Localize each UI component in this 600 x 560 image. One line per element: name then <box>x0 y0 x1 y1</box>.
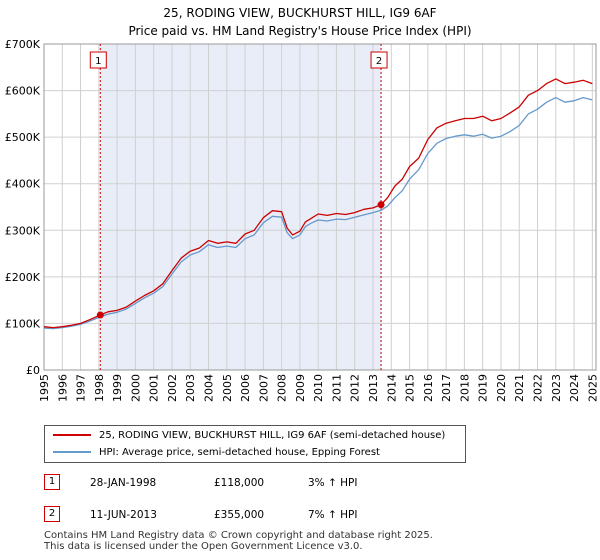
footer: Contains HM Land Registry data © Crown c… <box>44 530 433 552</box>
x-tick-label: 2000 <box>129 374 142 402</box>
chart-subtitle: Price paid vs. HM Land Registry's House … <box>128 24 472 38</box>
sale-price: £355,000 <box>214 509 265 521</box>
footer-line-2: This data is licensed under the Open Gov… <box>44 541 363 552</box>
x-tick-label: 2005 <box>221 374 234 402</box>
x-tick-label: 2022 <box>532 374 545 402</box>
y-tick-label: £200K <box>5 271 41 284</box>
shaded-period <box>100 44 382 370</box>
chart-title: 25, RODING VIEW, BUCKHURST HILL, IG9 6AF <box>163 6 437 20</box>
sale-hpi-diff: 3% ↑ HPI <box>308 477 358 489</box>
x-tick-label: 2001 <box>148 374 161 402</box>
footer-line-1: Contains HM Land Registry data © Crown c… <box>44 530 433 541</box>
legend-swatch-property <box>53 434 91 436</box>
price-chart: £0 £100K £200K £300K £400K £500K £600K £700K 199… <box>5 38 600 402</box>
sale-price: £118,000 <box>214 477 265 489</box>
x-tick-label: 2009 <box>294 374 307 402</box>
x-tick-label: 2017 <box>440 374 453 402</box>
x-tick-label: 2010 <box>312 374 325 402</box>
sale-marker-label: 1 <box>44 474 60 490</box>
x-tick-label: 2021 <box>513 374 526 402</box>
legend-item-property: 25, RODING VIEW, BUCKHURST HILL, IG9 6AF… <box>53 428 445 444</box>
x-tick-label: 2003 <box>184 374 197 402</box>
x-tick-label: 2015 <box>404 374 417 402</box>
x-tick-label: 2018 <box>458 374 471 402</box>
x-tick-label: 2002 <box>166 374 179 402</box>
x-tick-label: 2014 <box>385 374 398 402</box>
chart-legend: 25, RODING VIEW, BUCKHURST HILL, IG9 6AF… <box>44 425 466 463</box>
x-tick-label: 2023 <box>550 374 563 402</box>
sale-marker-label: 2 <box>44 506 60 522</box>
sale-point <box>96 311 104 319</box>
legend-swatch-hpi <box>53 451 91 453</box>
y-tick-label: £400K <box>5 178 41 191</box>
x-tick-label: 2011 <box>330 374 343 402</box>
x-tick-label: 2006 <box>239 374 252 402</box>
chart-title-block: 25, RODING VIEW, BUCKHURST HILL, IG9 6AF… <box>0 0 600 40</box>
property-price-line <box>43 78 593 329</box>
hpi-line <box>43 96 593 330</box>
y-tick-label: £500K <box>5 131 41 144</box>
sale-marker-text: 1 <box>95 56 101 67</box>
y-tick-label: £0 <box>26 364 40 377</box>
sale-point <box>377 201 385 209</box>
x-tick-label: 2016 <box>422 374 435 402</box>
legend-item-hpi: HPI: Average price, semi-detached house,… <box>53 445 380 461</box>
x-tick-label: 2008 <box>276 374 289 402</box>
legend-label-hpi: HPI: Average price, semi-detached house,… <box>99 447 380 458</box>
x-tick-label: 2007 <box>257 374 270 402</box>
x-tick-label: 2012 <box>349 374 362 402</box>
sale-hpi-diff: 7% ↑ HPI <box>308 509 358 521</box>
legend-label-property: 25, RODING VIEW, BUCKHURST HILL, IG9 6AF… <box>99 430 446 441</box>
sale-marker-text: 2 <box>376 56 382 67</box>
x-tick-label: 1999 <box>111 374 124 402</box>
x-tick-label: 2024 <box>568 374 581 402</box>
x-tick-label: 1995 <box>38 374 51 402</box>
sale-date: 11-JUN-2013 <box>90 509 157 521</box>
plot-border <box>43 43 597 371</box>
x-tick-label: 2004 <box>203 374 216 402</box>
x-tick-label: 2019 <box>477 374 490 402</box>
x-tick-label: 2013 <box>367 374 380 402</box>
sale-date: 28-JAN-1998 <box>90 477 157 489</box>
x-tick-label: 2020 <box>495 374 508 402</box>
x-tick-label: 2025 <box>586 374 599 402</box>
x-tick-label: 1996 <box>56 374 69 402</box>
sale-marker-box <box>89 51 107 69</box>
y-tick-label: £700K <box>5 38 41 51</box>
x-tick-label: 1998 <box>93 374 106 402</box>
y-tick-label: £100K <box>5 317 41 330</box>
sale-marker-box <box>370 51 388 69</box>
y-tick-label: £300K <box>5 224 41 237</box>
y-tick-label: £600K <box>5 85 41 98</box>
x-tick-label: 1997 <box>75 374 88 402</box>
